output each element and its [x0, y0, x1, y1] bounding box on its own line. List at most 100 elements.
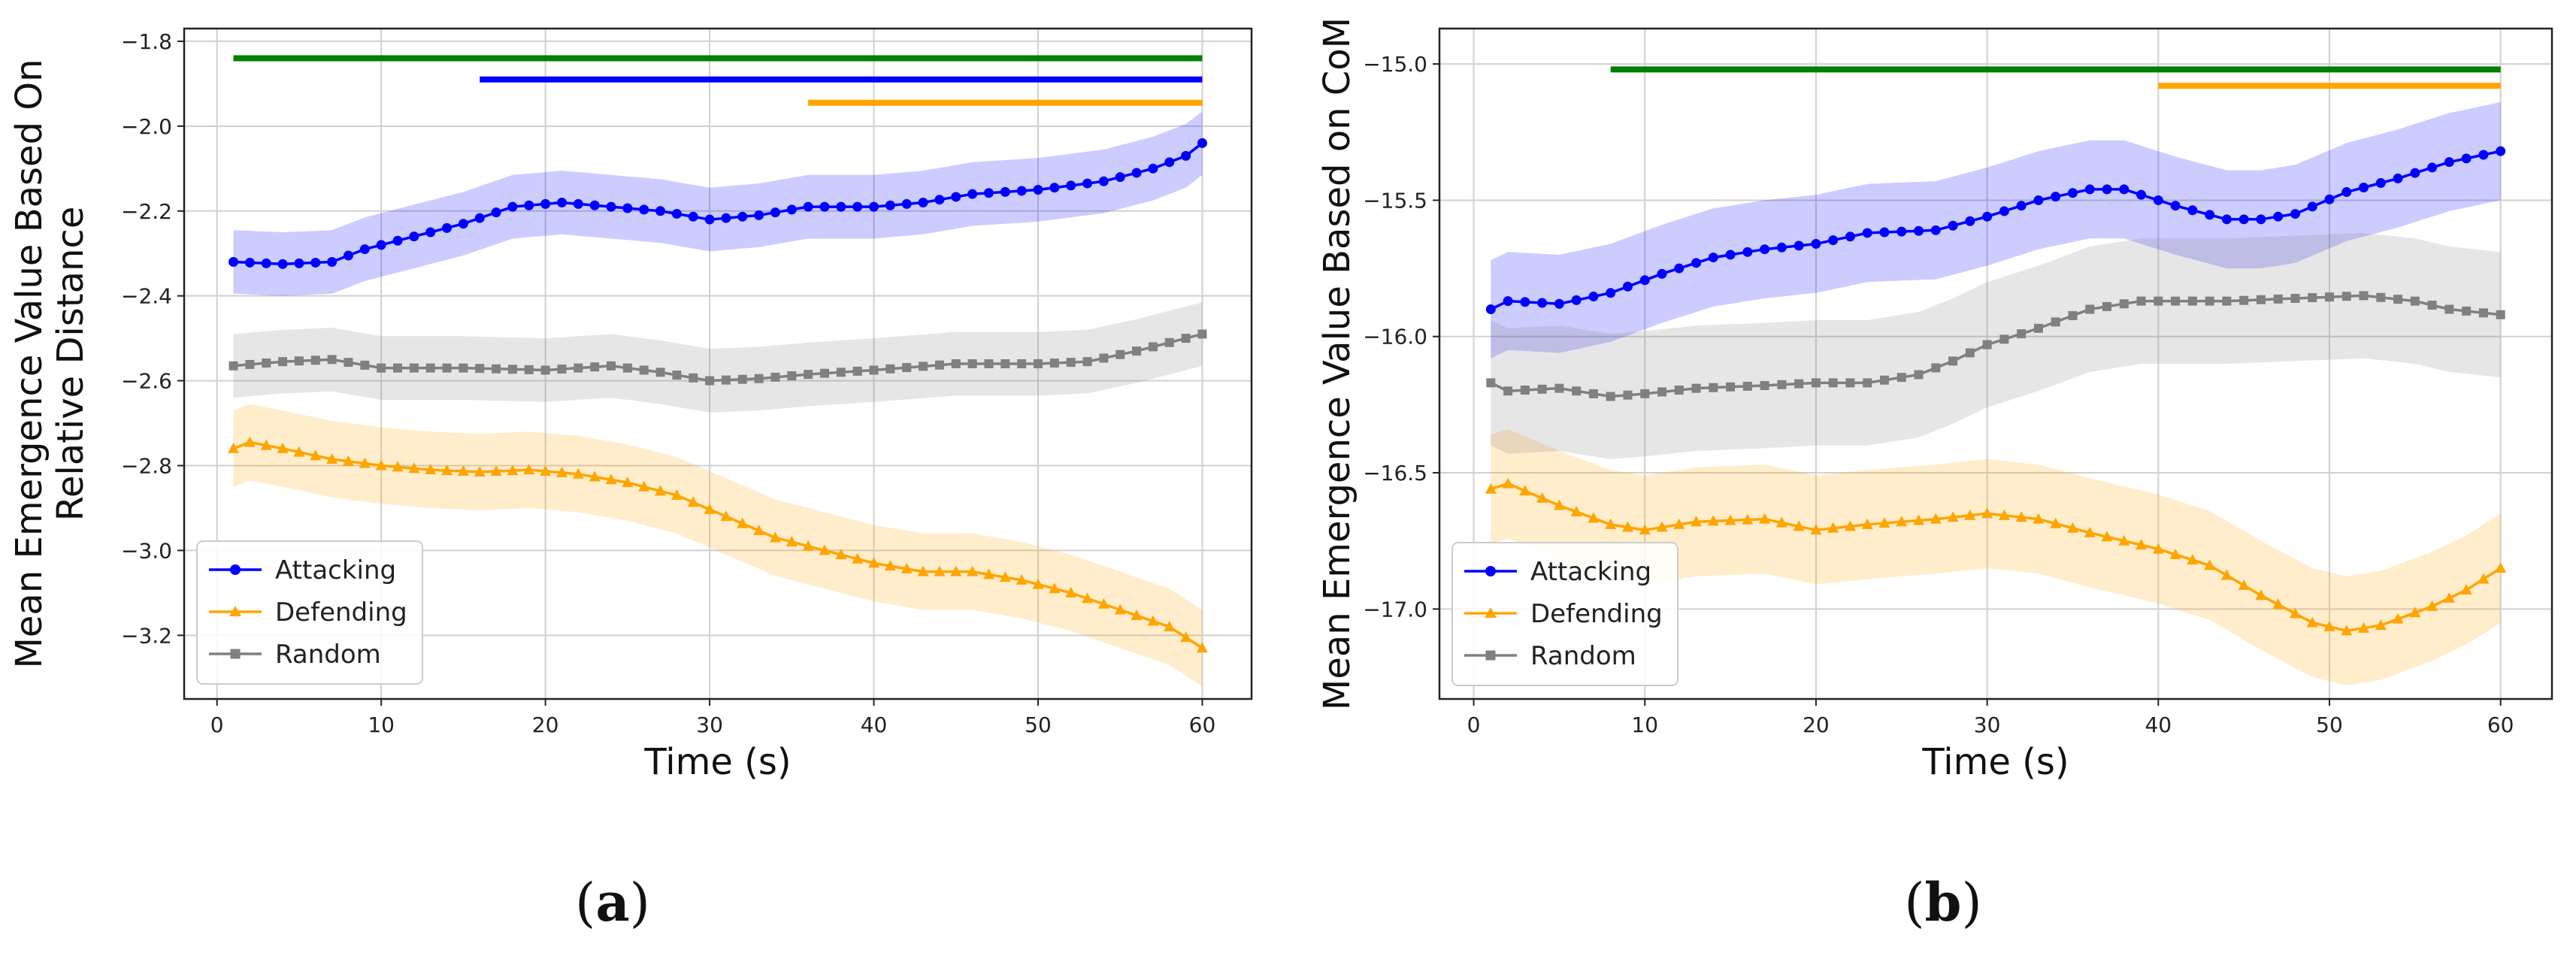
data-point-defending	[1097, 598, 1109, 609]
y-axis-label: Mean Emergence Value Based On	[8, 59, 50, 668]
data-point-defending	[622, 476, 634, 488]
data-point-random	[1863, 378, 1872, 388]
data-point-defending	[670, 489, 683, 501]
data-point-defending	[1536, 492, 1548, 503]
legend-marker	[229, 606, 241, 616]
data-point-defending	[589, 470, 601, 482]
data-point-defending	[408, 462, 420, 473]
data-point-random	[377, 363, 386, 373]
x-tick-label: 30	[696, 712, 723, 737]
data-point-defending	[967, 565, 979, 576]
data-point-defending	[1896, 516, 1908, 527]
data-point-attacking	[2170, 201, 2181, 211]
data-point-random	[1486, 378, 1496, 388]
data-point-attacking	[721, 213, 731, 223]
data-point-attacking	[819, 201, 830, 212]
data-point-defending	[2220, 569, 2232, 580]
data-point-random	[425, 363, 435, 373]
data-point-defending	[917, 565, 929, 576]
data-point-defending	[2204, 559, 2216, 570]
data-point-defending	[1588, 512, 1600, 523]
data-point-defending	[2392, 613, 2404, 624]
data-point-random	[524, 365, 534, 374]
data-point-defending	[1147, 615, 1159, 626]
data-point-attacking	[2221, 214, 2232, 225]
data-point-defending	[1913, 514, 1925, 525]
data-point-attacking	[392, 235, 403, 246]
data-point-random	[492, 364, 501, 374]
data-point-defending	[507, 464, 519, 476]
legend-label: Defending	[1530, 599, 1663, 629]
data-point-random	[475, 364, 485, 374]
data-point-attacking	[1896, 226, 1907, 237]
data-point-defending	[1114, 604, 1126, 615]
data-point-random	[360, 360, 370, 370]
data-point-random	[442, 363, 452, 373]
data-point-attacking	[1115, 172, 1125, 183]
data-point-random	[1099, 353, 1109, 363]
data-point-random	[1931, 363, 1941, 373]
data-point-attacking	[359, 244, 370, 255]
y-axis-label: Relative Distance	[50, 207, 92, 522]
legend-marker	[1485, 607, 1497, 618]
legend-marker	[1485, 566, 1496, 576]
data-point-attacking	[2393, 173, 2403, 183]
data-point-random	[2119, 299, 2129, 309]
data-point-attacking	[442, 222, 453, 233]
data-point-attacking	[1131, 168, 1142, 178]
data-point-defending	[2341, 625, 2353, 636]
data-point-attacking	[1033, 185, 1043, 195]
data-point-defending	[1827, 522, 1839, 533]
data-point-attacking	[1828, 235, 1839, 246]
data-point-attacking	[918, 197, 928, 207]
data-point-attacking	[409, 231, 419, 242]
data-point-attacking	[1930, 225, 1941, 235]
data-point-defending	[819, 544, 831, 555]
data-point-random	[294, 356, 304, 366]
data-point-defending	[2187, 554, 2199, 565]
data-point-attacking	[2102, 184, 2112, 195]
data-point-attacking	[2496, 146, 2506, 156]
data-point-random	[2410, 296, 2420, 306]
data-point-defending	[1082, 592, 1094, 604]
data-point-defending	[277, 442, 289, 453]
data-point-random	[327, 355, 337, 365]
data-point-defending	[2136, 539, 2148, 550]
legend-marker	[230, 564, 241, 575]
panel-caption: (b)	[1904, 871, 1982, 933]
data-point-random	[1034, 359, 1043, 368]
data-point-defending	[2289, 607, 2301, 619]
data-point-defending	[228, 442, 240, 453]
data-point-defending	[687, 496, 699, 507]
legend-label: Random	[1530, 641, 1636, 671]
data-point-defending	[1519, 485, 1531, 496]
data-point-random	[1880, 375, 1889, 385]
data-point-attacking	[1862, 228, 1872, 238]
data-point-attacking	[622, 203, 633, 213]
data-point-random	[655, 368, 665, 377]
data-point-defending	[1196, 642, 1208, 653]
x-tick-label: 20	[1803, 712, 1830, 737]
data-point-attacking	[1000, 186, 1010, 197]
data-point-random	[459, 363, 468, 373]
data-point-attacking	[458, 219, 468, 229]
data-point-defending	[852, 552, 864, 564]
data-point-random	[2085, 304, 2095, 314]
data-point-random	[1148, 342, 1158, 352]
data-point-random	[557, 365, 567, 374]
data-point-defending	[2101, 531, 2113, 542]
axes-frame	[183, 27, 1253, 700]
data-point-attacking	[2410, 168, 2420, 178]
data-point-attacking	[1622, 281, 1633, 292]
data-point-attacking	[277, 259, 288, 269]
data-point-defending	[2066, 522, 2078, 533]
data-point-defending	[555, 466, 568, 477]
data-point-random	[804, 370, 813, 380]
data-point-attacking	[1999, 206, 2009, 216]
data-point-random	[1965, 348, 1975, 358]
data-point-defending	[737, 517, 749, 528]
data-point-defending	[1639, 524, 1651, 535]
data-point-defending	[1673, 518, 1685, 529]
data-point-attacking	[310, 257, 321, 268]
data-point-defending	[884, 560, 896, 571]
